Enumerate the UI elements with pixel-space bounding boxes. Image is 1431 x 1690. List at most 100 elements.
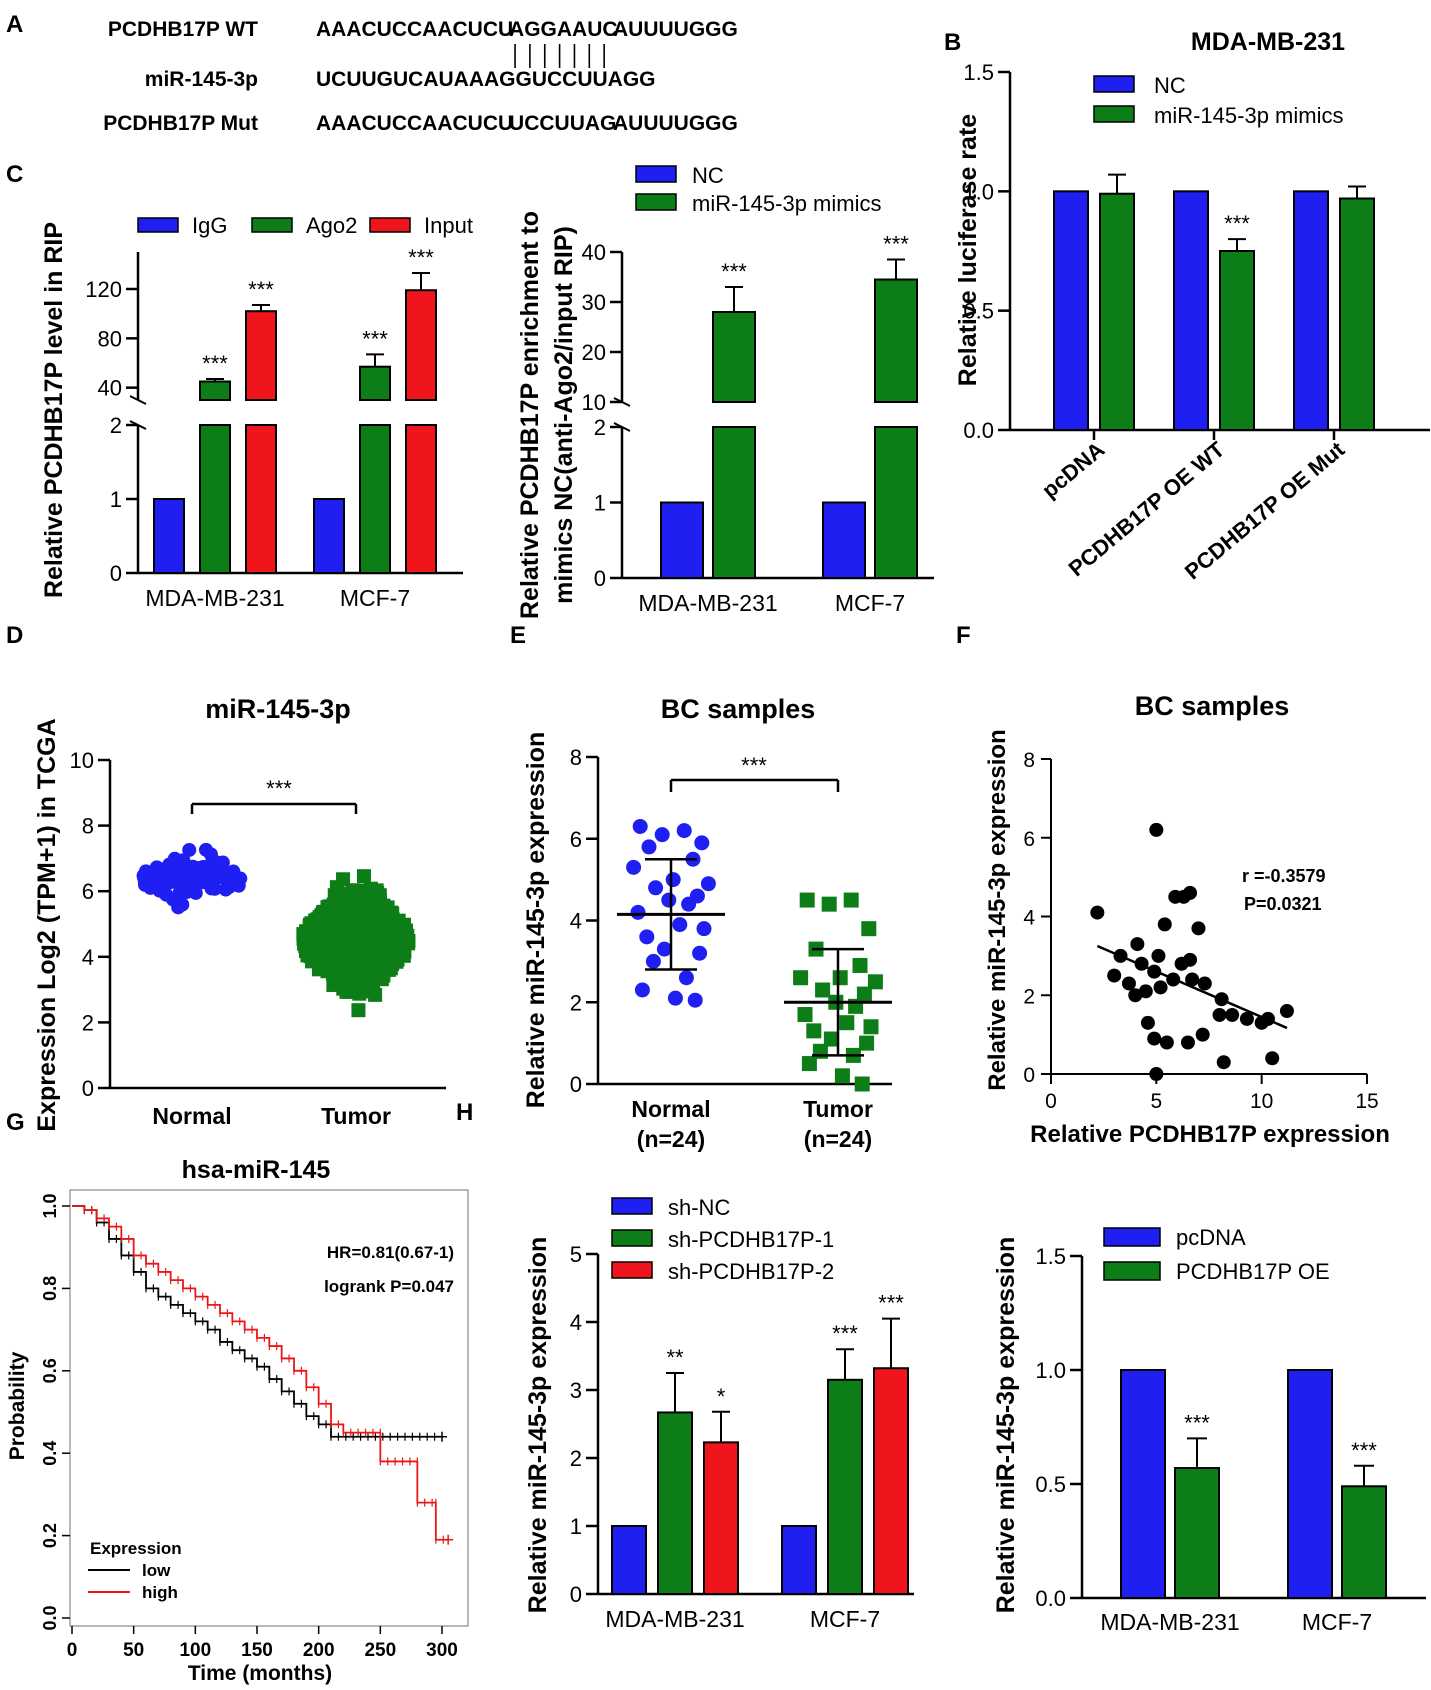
- panel-letter-C: C: [6, 161, 23, 188]
- legend-label: miR-145-3p mimics: [692, 191, 881, 216]
- bar-IgG: [313, 498, 345, 574]
- x-tick-label: 0: [1045, 1090, 1057, 1113]
- x-tick-label: Tumor: [321, 1103, 391, 1129]
- y-tick-label: 2: [570, 1446, 582, 1471]
- bar-pcDNA: [1287, 1369, 1333, 1599]
- bar-Ago2-upper: [199, 380, 231, 401]
- data-point-Tumor: [337, 907, 352, 922]
- data-point-Tumor: [401, 933, 416, 948]
- legend-swatch: [1103, 1261, 1161, 1281]
- y-tick-label: 30: [582, 290, 606, 315]
- y-tick-label: 40: [98, 376, 122, 401]
- legend-swatch: [369, 217, 411, 233]
- data-point-Tumor: [867, 974, 883, 990]
- y-tick-label: 0.5: [1035, 1472, 1066, 1497]
- data-point: [1151, 948, 1166, 963]
- chart-title: miR-145-3p: [205, 694, 351, 724]
- y-tick-label: 0: [570, 1072, 582, 1097]
- x-tick-label: 50: [123, 1640, 144, 1661]
- data-point: [1153, 980, 1168, 995]
- x-tick-label: MDA-MB-231: [638, 590, 777, 616]
- y-tick-label: 5: [570, 1242, 582, 1267]
- panel-letter-G: G: [6, 1109, 25, 1136]
- data-point: [1180, 1035, 1195, 1050]
- bar-NC: [1293, 190, 1329, 431]
- y-tick-label: 1: [594, 491, 606, 516]
- x-axis-label: Relative PCDHB17P expression: [1030, 1121, 1390, 1148]
- data-point-Tumor: [823, 1031, 839, 1047]
- data-point-Normal: [645, 953, 661, 969]
- sequence-text: AAACUCCAACUCU: [316, 18, 513, 41]
- chart-title: BC samples: [661, 694, 816, 724]
- data-point-Normal: [687, 992, 703, 1008]
- significance-mark: **: [666, 1345, 684, 1370]
- bar-miR-145-3p mimics-lower: [874, 426, 918, 579]
- data-point-Tumor: [386, 931, 401, 946]
- bar-sh-PCDHB17P-2: [873, 1367, 909, 1595]
- y-tick-label: 4: [570, 1310, 582, 1335]
- significance-mark: ***: [1224, 211, 1250, 236]
- legend-swatch: [635, 193, 677, 211]
- data-point-Normal: [167, 851, 182, 866]
- legend-label: PCDHB17P OE: [1176, 1259, 1330, 1284]
- data-point: [1140, 1015, 1155, 1030]
- y-tick-label: 6: [1023, 828, 1035, 851]
- data-point-Tumor: [799, 892, 815, 908]
- data-point-Tumor: [834, 1068, 850, 1084]
- legend-swatch: [251, 217, 293, 233]
- data-point-Normal: [667, 990, 683, 1006]
- bar-Input-lower: [245, 424, 277, 574]
- data-point-Normal: [692, 945, 708, 961]
- data-point-Normal: [665, 872, 681, 888]
- data-point-Normal: [639, 929, 655, 945]
- bar-IgG: [153, 498, 185, 574]
- data-point-Tumor: [374, 972, 389, 987]
- data-point-Tumor: [806, 1023, 822, 1039]
- legend-label: pcDNA: [1176, 1225, 1246, 1250]
- sequence-text: AUUUUGGG: [613, 18, 738, 41]
- data-point-Tumor: [859, 1035, 875, 1051]
- data-point-Normal: [137, 875, 152, 890]
- y-tick-label: 1: [570, 1514, 582, 1539]
- bar-miR-145-3p mimics-lower: [712, 426, 756, 579]
- data-point-Normal: [641, 839, 657, 855]
- y-axis-label: Relative miR-145-3p expression: [984, 729, 1011, 1091]
- data-point: [1130, 937, 1145, 952]
- bar-miR-145-3p mimics: [1339, 197, 1375, 431]
- x-tick-label: pcDNA: [1037, 437, 1109, 503]
- data-point: [1195, 1027, 1210, 1042]
- logrank-p: logrank P=0.047: [324, 1277, 454, 1296]
- data-point-Normal: [630, 904, 646, 920]
- x-tick-label: 300: [426, 1640, 458, 1661]
- y-axis-label: Relative luciferase rate: [954, 114, 982, 386]
- correlation-r: r =-0.3579: [1242, 866, 1326, 886]
- y-tick-label: 3: [570, 1378, 582, 1403]
- data-point: [1185, 972, 1200, 987]
- legend-swatch: [635, 165, 677, 183]
- legend-swatch: [1093, 105, 1135, 123]
- y-tick-label: 0.0: [40, 1605, 60, 1630]
- data-point-Tumor: [351, 921, 366, 936]
- data-point-Tumor: [863, 1019, 879, 1035]
- legend-swatch: [611, 1261, 653, 1279]
- data-point: [1090, 905, 1105, 920]
- data-point: [1128, 988, 1143, 1003]
- bar-miR-145-3p mimics-upper: [874, 278, 918, 403]
- data-point: [1147, 1031, 1162, 1046]
- y-axis-label: Probability: [6, 1351, 29, 1460]
- x-tick-label: MCF-7: [1302, 1609, 1372, 1635]
- data-point-Tumor: [332, 886, 347, 901]
- y-axis-label: mimics NC(anti-Ago2/input RIP): [550, 226, 578, 604]
- plot-frame: [69, 1189, 469, 1627]
- data-point-Normal: [678, 970, 694, 986]
- data-point-Normal: [654, 827, 670, 843]
- bar-sh-PCDHB17P-1: [657, 1411, 693, 1595]
- panel-letter-B: B: [944, 29, 961, 56]
- x-tick-label: MDA-MB-231: [1100, 1609, 1239, 1635]
- panel-letter-E: E: [510, 622, 526, 649]
- x-axis-label: Time (months): [188, 1662, 332, 1685]
- y-tick-label: 4: [82, 945, 94, 970]
- legend-label: low: [142, 1561, 171, 1580]
- data-point: [1265, 1051, 1280, 1066]
- y-tick-label: 6: [82, 879, 94, 904]
